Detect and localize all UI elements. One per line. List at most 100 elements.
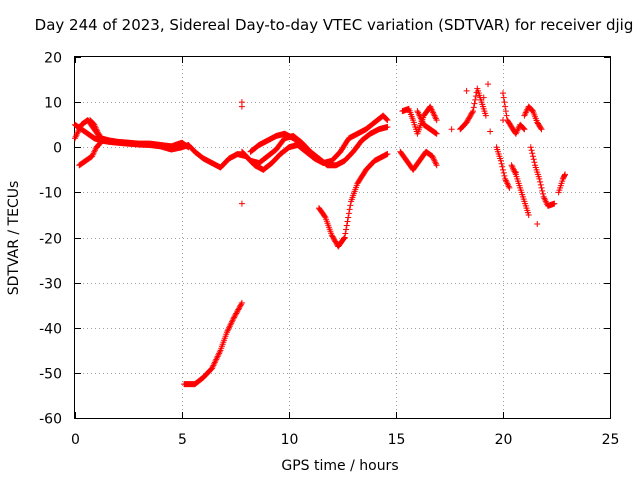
y-tick-label: -30	[39, 277, 62, 293]
data-point	[236, 305, 243, 312]
data-point	[383, 116, 390, 123]
data-point	[520, 125, 527, 132]
data-point	[537, 178, 544, 185]
y-tick-label: -10	[39, 186, 62, 202]
data-series-sdtvar	[72, 81, 569, 388]
data-point	[539, 190, 546, 197]
data-point	[231, 314, 238, 321]
data-point	[432, 129, 439, 136]
x-tick-label: 0	[71, 432, 80, 448]
data-point	[330, 234, 337, 241]
x-tick-label: 15	[388, 432, 406, 448]
data-point	[487, 128, 494, 135]
data-point	[467, 113, 474, 120]
y-tick-label: -40	[39, 322, 62, 338]
data-point	[340, 235, 347, 242]
data-point	[433, 117, 440, 124]
data-point	[234, 307, 241, 314]
data-point	[499, 163, 506, 170]
data-point	[230, 315, 237, 322]
data-point	[528, 147, 535, 154]
data-point	[530, 156, 537, 163]
data-point	[236, 303, 243, 310]
data-point	[500, 90, 506, 97]
data-point	[237, 302, 244, 309]
data-point	[470, 108, 477, 115]
data-point	[562, 171, 569, 178]
data-point	[561, 172, 568, 179]
data-point	[465, 115, 472, 122]
data-point	[448, 126, 455, 133]
data-point	[235, 306, 242, 313]
data-point	[537, 125, 544, 132]
plot-frame	[74, 56, 611, 419]
data-point	[344, 218, 351, 225]
data-point	[466, 114, 473, 121]
data-point	[347, 202, 354, 209]
data-point	[433, 130, 440, 137]
x-tick-label: 10	[281, 432, 299, 448]
data-point	[329, 233, 336, 240]
data-point	[538, 184, 545, 191]
data-point	[341, 234, 348, 241]
data-point	[238, 200, 245, 207]
data-point	[433, 162, 440, 169]
data-point	[432, 130, 439, 137]
data-point	[538, 126, 545, 133]
chart-title: Day 244 of 2023, Sidereal Day-to-day VTE…	[35, 16, 634, 34]
data-point	[342, 230, 349, 237]
y-tick-label: -60	[39, 412, 62, 428]
y-tick-label: -20	[39, 232, 62, 248]
data-point	[500, 117, 506, 124]
data-point	[328, 232, 335, 239]
data-point	[501, 172, 508, 179]
data-point	[184, 143, 191, 150]
data-point	[551, 200, 558, 207]
data-point	[506, 184, 513, 191]
data-point	[297, 140, 304, 147]
data-point	[384, 123, 391, 130]
data-point	[501, 99, 508, 106]
data-point	[467, 111, 474, 118]
data-point	[480, 94, 487, 101]
data-point	[185, 144, 192, 151]
data-point	[464, 118, 471, 125]
y-tick-label: 10	[44, 96, 62, 112]
data-point	[332, 238, 339, 245]
data-point	[346, 206, 353, 213]
y-axis-label: SDTVAR / TECUs	[6, 181, 22, 296]
data-point	[298, 141, 305, 148]
y-tick-label: 0	[53, 141, 62, 157]
data-point	[531, 159, 538, 166]
data-point	[96, 140, 103, 147]
data-point	[468, 110, 475, 117]
data-point	[529, 150, 536, 157]
data-point	[536, 175, 543, 182]
data-point	[469, 109, 476, 116]
x-tick-label: 20	[495, 432, 513, 448]
data-point	[485, 81, 492, 88]
data-point	[537, 181, 544, 188]
y-tick-label: 20	[44, 51, 62, 67]
data-point	[298, 141, 305, 148]
data-point	[233, 309, 240, 316]
data-point	[463, 87, 470, 94]
axis-ticks: 0 5 10 15 20 25 20 10 0 -10 -20 -30 -40 -50 -60	[39, 51, 619, 449]
data-point	[534, 220, 541, 227]
grid-lines	[75, 57, 610, 418]
data-point	[527, 144, 534, 151]
data-point	[345, 210, 352, 217]
data-point	[472, 96, 479, 103]
data-point	[498, 160, 505, 167]
data-point	[502, 108, 509, 115]
data-point	[521, 126, 528, 133]
data-point	[384, 117, 391, 124]
data-point	[502, 103, 509, 110]
data-point	[330, 236, 337, 243]
data-point	[343, 226, 350, 233]
data-point	[343, 222, 350, 229]
data-point	[99, 136, 106, 143]
data-point	[331, 237, 338, 244]
data-point	[463, 119, 470, 126]
